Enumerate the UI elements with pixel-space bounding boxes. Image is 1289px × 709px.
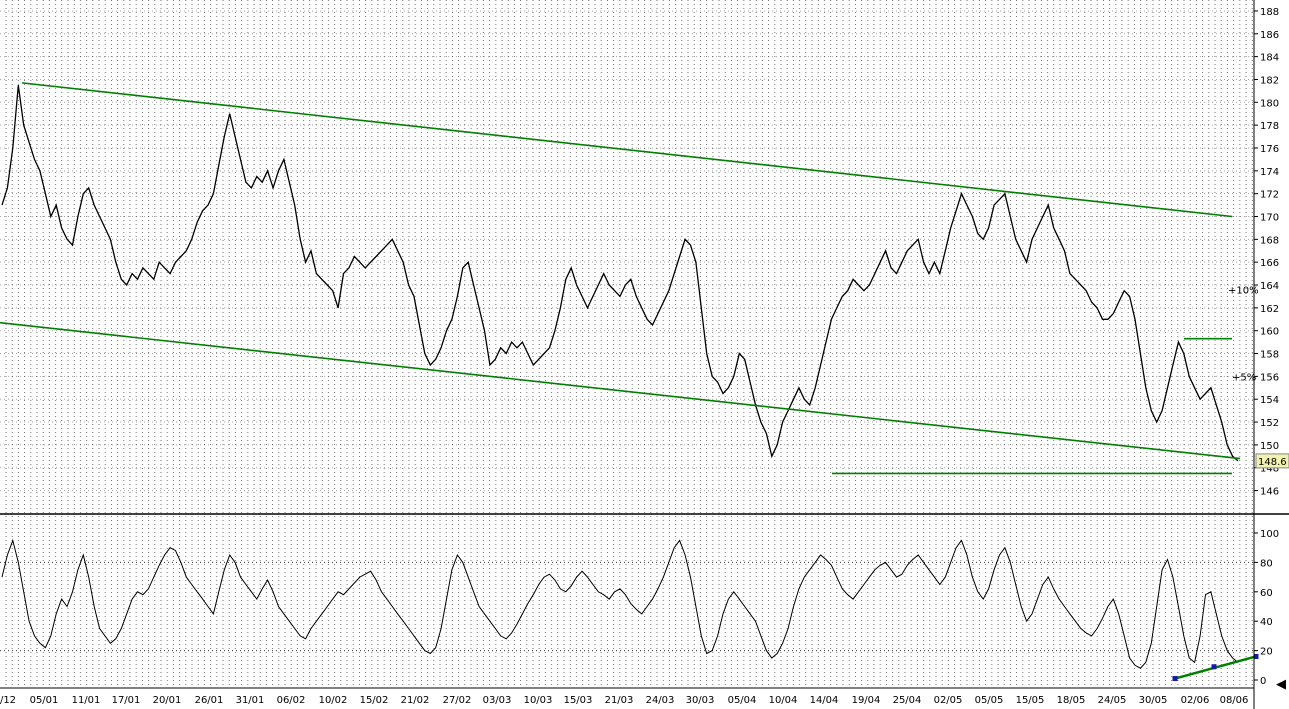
price-tick-label: 172 [1260,190,1279,201]
price-tick-label: 180 [1260,98,1279,109]
price-tick-label: 162 [1260,304,1279,315]
price-tick-label: 152 [1260,418,1279,429]
x-tick-label: 21/03 [605,695,634,706]
x-tick-label: 26/01 [195,695,224,706]
x-tick-label: 10/04 [769,695,798,706]
x-tick-label: 05/01 [30,695,59,706]
price-tick-label: 178 [1260,121,1279,132]
lower-channel-trendline [0,321,1241,460]
price-tick-label: 166 [1260,258,1279,269]
price-tick-label: 184 [1260,53,1279,64]
upper-channel-trendline [21,82,1233,218]
price-tick-label: 146 [1260,487,1279,498]
x-tick-label: 11/01 [72,695,101,706]
price-tick-label: 176 [1260,144,1279,155]
price-tick-label: 164 [1260,281,1279,292]
x-tick-label: 02/06 [1181,695,1210,706]
price-series-line [1,85,1239,462]
price-panel: +10% +5% [0,82,1259,475]
x-tick-label: 27/02 [443,695,472,706]
oscillator-tick-label: 0 [1260,676,1266,687]
x-tick-label: 24/05 [1098,695,1127,706]
x-tick-label: 24/03 [646,695,675,706]
x-tick-label: 20/01 [153,695,182,706]
oscillator-tick-label: 20 [1260,647,1273,658]
x-tick-label: 08/06 [1220,695,1249,706]
x-tick-label: 30/05 [1139,695,1168,706]
price-tick-label: 182 [1260,75,1279,86]
last-price-badge [1255,453,1289,469]
x-tick-label: 15/02 [360,695,389,706]
x-tick-label: 18/05 [1057,695,1086,706]
oscillator-tick-label: 100 [1260,529,1279,540]
oscillator-series-line [1,538,1239,669]
x-tick-label: 14/04 [810,695,839,706]
x-tick-label: 25/04 [893,695,922,706]
price-tick-label: 170 [1260,213,1279,224]
x-tick-label: 19/04 [852,695,881,706]
target-annotation-5pct: +5% [1232,372,1256,383]
price-tick-label: 150 [1260,441,1279,452]
price-tick-label: 154 [1260,395,1279,406]
x-tick-label: 21/02 [401,695,430,706]
x-tick-label: 10/03 [524,695,553,706]
x-tick-label: 02/05 [934,695,963,706]
divergence-marker [1253,653,1259,659]
oscillator-panel [1,538,1259,682]
price-tick-label: 160 [1260,327,1279,338]
price-tick-label: 188 [1260,7,1279,18]
oscillator-tick-label: 80 [1260,558,1273,569]
x-tick-label: 30/03 [686,695,715,706]
x-tick-label: 15/05 [1016,695,1045,706]
scroll-left-arrow[interactable]: ◀ [1276,677,1286,692]
x-tick-label: 03/03 [483,695,512,706]
last-price-label: 148.6 [1258,457,1287,468]
x-tick-label: 15/03 [564,695,593,706]
price-tick-label: 174 [1260,167,1279,178]
price-tick-label: 156 [1260,372,1279,383]
x-tick-label: 31/01 [236,695,265,706]
oscillator-tick-label: 60 [1260,588,1273,599]
x-tick-label: 05/05 [975,695,1004,706]
x-tick-label: 05/04 [728,695,757,706]
price-tick-label: 186 [1260,30,1279,41]
price-tick-label: 148 [1260,464,1279,475]
price-tick-label: 168 [1260,235,1279,246]
target-annotation-10pct: +10% [1228,286,1259,297]
oscillator-tick-label: 40 [1260,617,1273,628]
grid [0,0,1254,688]
x-tick-label: 06/02 [277,695,306,706]
x-tick-label: 17/01 [112,695,141,706]
x-tick-label: 10/02 [319,695,348,706]
x-tick-label: /12 [0,695,16,706]
price-tick-label: 158 [1260,350,1279,361]
divergence-marker [1172,676,1178,682]
divergence-marker [1211,664,1217,670]
